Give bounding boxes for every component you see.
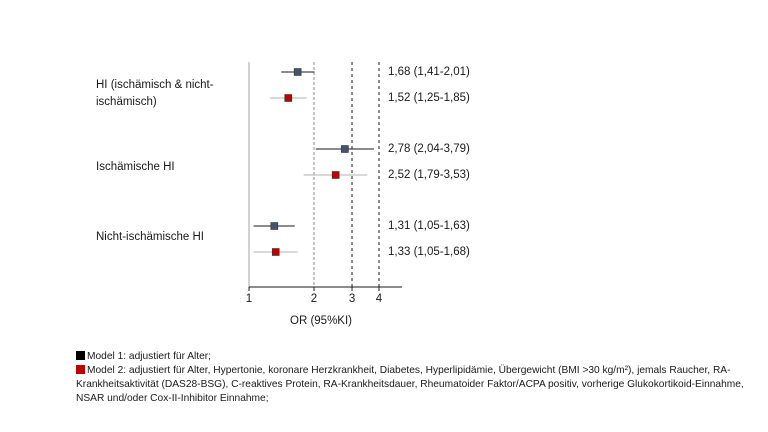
or-value-label: 1,68 (1,41-2,01) [388,66,470,78]
legend-text: Model 1: adjustiert für Alter; [87,351,212,362]
x-axis-title: OR (95%KI) [290,315,352,327]
legend-text: Model 2: adjustiert für Alter, Hypertoni… [76,365,744,404]
legend-swatch [76,365,85,374]
legend-item: Model 1: adjustiert für Alter; [76,350,756,364]
legend-swatch [76,351,85,360]
or-value-label: 2,52 (1,79-3,53) [388,169,470,181]
or-marker [284,94,293,102]
or-value-label: 2,78 (2,04-3,79) [388,143,470,155]
x-tick-label: 1 [245,293,253,305]
x-tick-label: 4 [375,293,383,305]
or-value-label: 1,31 (1,05-1,63) [388,220,470,232]
or-marker [271,248,280,256]
or-marker [293,68,302,76]
x-tick-label: 3 [348,293,356,305]
x-tick-label: 2 [310,293,318,305]
category-label: Nicht-ischämische HI [96,231,204,243]
legend-item: Model 2: adjustiert für Alter, Hypertoni… [76,364,756,406]
category-label: Ischämische HI [96,161,175,173]
or-marker [331,171,340,179]
or-marker [341,145,349,153]
or-value-label: 1,52 (1,25-1,85) [388,92,470,104]
legend: Model 1: adjustiert für Alter; Model 2: a… [76,350,756,406]
category-label: HI (ischämisch & nicht- ischämisch) [96,79,214,108]
or-marker [270,222,279,230]
or-value-label: 1,33 (1,05-1,68) [388,246,470,258]
